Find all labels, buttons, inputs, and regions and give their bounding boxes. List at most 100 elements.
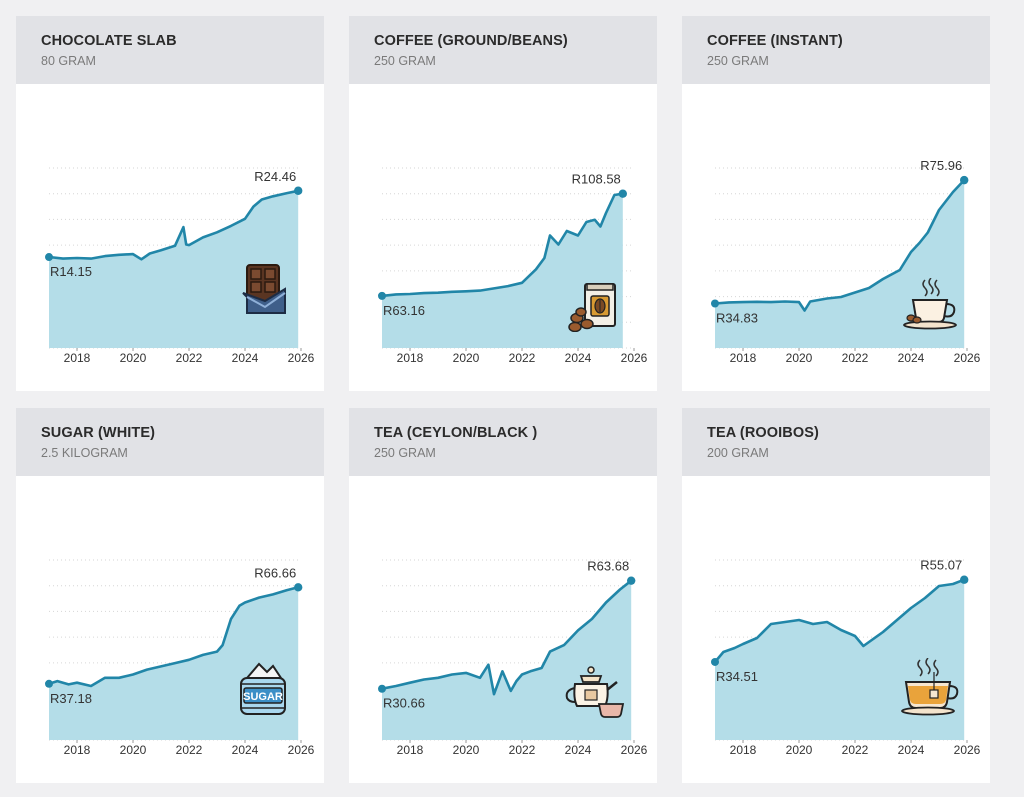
price-line <box>714 179 966 312</box>
price-chart: R34.83 R75.96 2018 2020 2022 2024 2026 <box>711 158 981 365</box>
start-price-label: R14.15 <box>50 264 92 279</box>
x-tick-label: 2026 <box>288 351 315 365</box>
x-tick-label: 2020 <box>120 743 147 757</box>
x-tick-label: 2024 <box>898 351 925 365</box>
start-point <box>711 299 719 308</box>
card-subtitle: 250 GRAM <box>374 54 436 68</box>
chocolate-icon <box>239 263 291 315</box>
coffee-cup-icon <box>901 277 957 330</box>
start-price-label: R63.16 <box>383 303 425 318</box>
end-price-label: R66.66 <box>254 565 296 580</box>
x-tick-label: 2022 <box>176 743 203 757</box>
price-chart: R30.66 R63.68 2018 2020 2022 2024 2026 <box>378 559 648 757</box>
start-price-label: R34.51 <box>716 669 758 684</box>
price-line <box>381 192 623 298</box>
start-price-label: R37.18 <box>50 691 92 706</box>
card-header: COFFEE (INSTANT) 250 GRAM <box>682 16 990 84</box>
price-chart: R14.15 R24.46 2018 2020 2022 2024 2026 <box>45 167 315 365</box>
x-tick-label: 2024 <box>565 351 592 365</box>
price-line <box>714 578 965 663</box>
x-tick-label: 2026 <box>288 743 315 757</box>
card-header: SUGAR (WHITE) 2.5 KILOGRAM <box>16 408 324 476</box>
price-chart: R63.16 R108.58 2018 2020 2022 2024 2026 <box>378 167 648 365</box>
x-tick-label: 2018 <box>397 743 424 757</box>
x-tick-label: 2020 <box>786 351 813 365</box>
end-price-label: R55.07 <box>920 558 962 573</box>
sugar-bag-icon: SUGAR <box>237 660 289 715</box>
x-tick-label: 2020 <box>453 743 480 757</box>
x-tick-label: 2026 <box>621 743 648 757</box>
end-price-label: R75.96 <box>920 158 962 173</box>
card-subtitle: 250 GRAM <box>374 446 436 460</box>
x-tick-label: 2024 <box>232 743 259 757</box>
end-point <box>960 575 969 584</box>
x-tick-label: 2024 <box>565 743 592 757</box>
chart-card: TEA (ROOIBOS) 200 GRAM R34.51 R55.07 2018 2… <box>682 408 990 783</box>
x-tick-label: 2020 <box>453 351 480 365</box>
price-line <box>48 586 299 688</box>
x-tick-label: 2022 <box>842 351 869 365</box>
card-title: COFFEE (INSTANT) <box>707 33 843 49</box>
price-area <box>715 579 965 740</box>
x-tick-label: 2022 <box>509 743 536 757</box>
end-price-label: R108.58 <box>572 172 621 187</box>
card-title: CHOCOLATE SLAB <box>41 33 177 49</box>
price-line <box>48 189 299 261</box>
card-title: TEA (CEYLON/BLACK ) <box>374 425 538 441</box>
svg-text:SUGAR: SUGAR <box>243 691 283 703</box>
card-header: TEA (ROOIBOS) 200 GRAM <box>682 408 990 476</box>
coffee-bag-icon <box>567 280 619 333</box>
x-tick-label: 2024 <box>232 351 259 365</box>
x-tick-label: 2022 <box>176 351 203 365</box>
start-point <box>45 679 53 688</box>
start-point <box>378 684 386 693</box>
x-tick-label: 2022 <box>509 351 536 365</box>
price-area <box>715 180 965 348</box>
card-title: TEA (ROOIBOS) <box>707 425 819 441</box>
x-tick-label: 2018 <box>397 351 424 365</box>
x-tick-label: 2018 <box>64 351 91 365</box>
start-point <box>378 291 386 300</box>
x-tick-label: 2018 <box>64 743 91 757</box>
end-price-label: R63.68 <box>587 559 629 574</box>
chart-card: TEA (CEYLON/BLACK ) 250 GRAM R30.66 R63.6… <box>349 408 657 783</box>
chart-card: COFFEE (INSTANT) 250 GRAM R34.83 R75.96 20… <box>682 16 990 391</box>
teapot-icon <box>563 664 625 718</box>
card-subtitle: 250 GRAM <box>707 54 769 68</box>
x-tick-label: 2018 <box>730 743 757 757</box>
price-chart: R34.51 R55.07 2018 2020 2022 2024 2026 <box>711 558 981 757</box>
end-price-label: R24.46 <box>254 169 296 184</box>
card-header: CHOCOLATE SLAB 80 GRAM <box>16 16 324 84</box>
x-tick-label: 2020 <box>120 351 147 365</box>
end-point <box>294 583 303 592</box>
price-line <box>381 579 633 696</box>
chart-card: COFFEE (GROUND/BEANS) 250 GRAM R63.16 R10… <box>349 16 657 391</box>
x-tick-label: 2022 <box>842 743 869 757</box>
x-tick-label: 2026 <box>621 351 648 365</box>
end-point <box>627 576 636 585</box>
x-tick-label: 2020 <box>786 743 813 757</box>
x-tick-label: 2026 <box>954 743 981 757</box>
x-tick-label: 2018 <box>730 351 757 365</box>
x-tick-label: 2026 <box>954 351 981 365</box>
price-area <box>382 193 623 348</box>
chart-card: CHOCOLATE SLAB 80 GRAM R14.15 R24.46 2018 2… <box>16 16 324 391</box>
price-chart: R37.18 R66.66 2018 2020 2022 2024 2026 <box>45 559 315 757</box>
card-subtitle: 200 GRAM <box>707 446 769 460</box>
card-header: COFFEE (GROUND/BEANS) 250 GRAM <box>349 16 657 84</box>
start-price-label: R34.83 <box>716 311 758 326</box>
card-header: TEA (CEYLON/BLACK ) 250 GRAM <box>349 408 657 476</box>
card-title: SUGAR (WHITE) <box>41 425 156 441</box>
chart-card: SUGAR (WHITE) 2.5 KILOGRAM R37.18 R66.66 2… <box>16 408 324 783</box>
end-point <box>294 186 303 195</box>
end-point <box>960 175 969 185</box>
x-tick-label: 2024 <box>898 743 925 757</box>
start-point <box>45 253 53 262</box>
tea-cup-icon <box>900 657 959 716</box>
start-price-label: R30.66 <box>383 696 425 711</box>
card-subtitle: 80 GRAM <box>41 54 96 68</box>
card-subtitle: 2.5 KILOGRAM <box>41 446 128 460</box>
start-point <box>711 657 719 666</box>
card-title: COFFEE (GROUND/BEANS) <box>374 33 568 49</box>
end-point <box>618 189 627 198</box>
